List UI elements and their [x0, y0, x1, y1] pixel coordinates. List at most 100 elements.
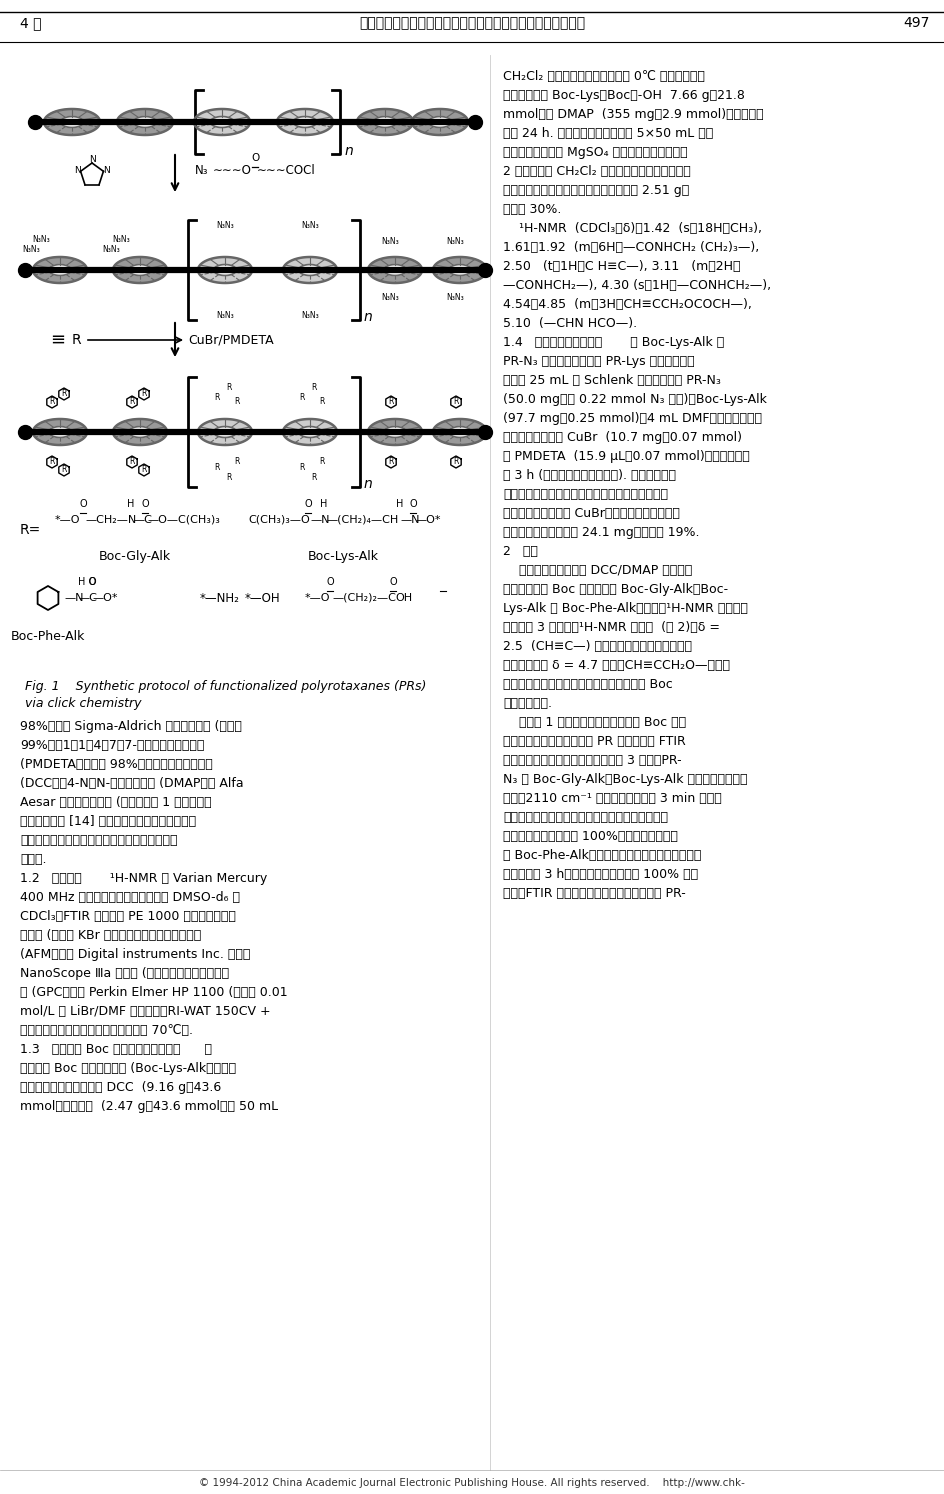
- Polygon shape: [298, 427, 321, 438]
- Text: 剂公司.: 剂公司.: [20, 853, 46, 867]
- Text: n: n: [363, 477, 372, 492]
- Text: C(CH₃)₃—O: C(CH₃)₃—O: [247, 515, 310, 524]
- Text: via click chemistry: via click chemistry: [25, 698, 142, 710]
- Text: 2 次，沉淀用 CH₂Cl₂ 溶解后过硅胶柱，收集淋洗: 2 次，沉淀用 CH₂Cl₂ 溶解后过硅胶柱，收集淋洗: [502, 164, 690, 178]
- Polygon shape: [277, 109, 332, 134]
- Text: 消失．考虑到叠氮峰在红外光谱上的高灵敏特征，: 消失．考虑到叠氮峰在红外光谱上的高灵敏特征，: [502, 811, 667, 825]
- Text: R: R: [453, 457, 458, 466]
- Text: O: O: [250, 152, 259, 163]
- Text: 氨基酸通过点击反应连接到 PR 链上．采用 FTIR: 氨基酸通过点击反应连接到 PR 链上．采用 FTIR: [502, 735, 685, 748]
- Text: n: n: [345, 143, 353, 158]
- Polygon shape: [60, 117, 84, 127]
- Text: 征．在这 3 种物质的¹H-NMR 谱图上  (图 2)，δ =: 征．在这 3 种物质的¹H-NMR 谱图上 (图 2)，δ =: [502, 622, 719, 633]
- Polygon shape: [213, 264, 236, 275]
- Text: N₃N₃: N₃N₃: [446, 293, 464, 302]
- Text: 1.61～1.92  (m，6H，—CONHCH₂ (CH₂)₃—),: 1.61～1.92 (m，6H，—CONHCH₂ (CH₂)₃—),: [502, 241, 758, 254]
- Text: 按照图 1 的设计路线，含有炔链的 Boc 保护: 按照图 1 的设计路线，含有炔链的 Boc 保护: [502, 716, 685, 729]
- Text: 的 Boc-Phe-Alk，体积位阻较大，因此即使将反应: 的 Boc-Phe-Alk，体积位阻较大，因此即使将反应: [502, 849, 700, 862]
- Text: R: R: [319, 457, 325, 466]
- Polygon shape: [383, 264, 406, 275]
- Text: 液，减压旋蒸除去溶剂后得到浅黄色产物 2.51 g，: 液，减压旋蒸除去溶剂后得到浅黄色产物 2.51 g，: [502, 184, 688, 197]
- Text: CDCl₃．FTIR 分析采用 PE 1000 傅立叶变换红外: CDCl₃．FTIR 分析采用 PE 1000 傅立叶变换红外: [20, 910, 236, 923]
- Text: 时间延长至 3 h，点击反应也很难达到 100% 的转: 时间延长至 3 h，点击反应也很难达到 100% 的转: [502, 868, 698, 881]
- Text: R: R: [388, 457, 394, 466]
- Polygon shape: [383, 427, 406, 438]
- Text: N: N: [74, 166, 80, 175]
- Polygon shape: [373, 117, 396, 127]
- Polygon shape: [33, 418, 87, 445]
- Text: O: O: [389, 577, 396, 587]
- Text: 497: 497: [902, 16, 929, 30]
- Text: H: H: [396, 499, 403, 509]
- Text: 99%）、1，1，4，7，7-五甲基二亚乙基三胺: 99%）、1，1，4，7，7-五甲基二亚乙基三胺: [20, 740, 204, 751]
- Text: (97.7 mg，0.25 mmol)、4 mL DMF，搅拌溶解．在: (97.7 mg，0.25 mmol)、4 mL DMF，搅拌溶解．在: [502, 412, 761, 424]
- Text: R: R: [226, 382, 231, 391]
- Text: N₃N₃: N₃N₃: [216, 311, 233, 320]
- Polygon shape: [198, 257, 252, 282]
- Text: *—O: *—O: [305, 593, 330, 604]
- Text: R: R: [129, 397, 135, 406]
- Text: 光谱仪 (涂膜或 KBr 压片）．原子力显微镜的表征: 光谱仪 (涂膜或 KBr 压片）．原子力显微镜的表征: [20, 929, 201, 943]
- Text: n: n: [363, 309, 372, 324]
- Polygon shape: [33, 257, 87, 282]
- Text: —O*: —O*: [414, 515, 440, 524]
- Polygon shape: [210, 117, 233, 127]
- Text: N₃N₃: N₃N₃: [32, 235, 50, 244]
- Text: Boc-Lys-Alk: Boc-Lys-Alk: [307, 550, 379, 563]
- Polygon shape: [48, 427, 71, 438]
- Text: ≡: ≡: [50, 332, 65, 350]
- Text: —CH₂—N: —CH₂—N: [85, 515, 136, 524]
- Text: 谱 (GPC）采用 Perkin Elmer HP 1100 (浓度为 0.01: 谱 (GPC）采用 Perkin Elmer HP 1100 (浓度为 0.01: [20, 986, 287, 999]
- Text: O: O: [326, 577, 333, 587]
- Polygon shape: [282, 418, 337, 445]
- Text: R: R: [299, 463, 304, 472]
- Text: 产率为 30%.: 产率为 30%.: [502, 203, 561, 217]
- Text: 2.5  (CH≡C—) 附近都能观察到明显的炔键的: 2.5 (CH≡C—) 附近都能观察到明显的炔键的: [502, 639, 691, 653]
- Text: ∼∼∼COCl: ∼∼∼COCl: [257, 163, 315, 176]
- Text: —(CH₂)₄—CH: —(CH₂)₄—CH: [326, 515, 397, 524]
- Text: R: R: [453, 397, 458, 406]
- Text: —C: —C: [133, 515, 152, 524]
- Text: R: R: [142, 390, 146, 399]
- Text: —C: —C: [78, 593, 97, 604]
- Text: 1.4   功能化聚轮烷的合成       以 Boc-Lys-Alk 与: 1.4 功能化聚轮烷的合成 以 Boc-Lys-Alk 与: [502, 336, 723, 350]
- Text: 为检测器，苯乙烯为标样，测试温度为 70℃）.: 为检测器，苯乙烯为标样，测试温度为 70℃）.: [20, 1023, 193, 1037]
- Polygon shape: [282, 257, 337, 282]
- Text: 4 期: 4 期: [20, 16, 42, 30]
- Polygon shape: [198, 418, 252, 445]
- Text: N₃: N₃: [194, 163, 209, 176]
- Text: 1.3   含炔键的 Boc 保护的氨基酸的合成      以: 1.3 含炔键的 Boc 保护的氨基酸的合成 以: [20, 1043, 211, 1056]
- Polygon shape: [367, 257, 422, 282]
- Text: O: O: [141, 499, 148, 509]
- Text: ∼∼∼O: ∼∼∼O: [212, 163, 252, 176]
- Text: —CONHCH₂—), 4.30 (s，1H，—CONHCH₂—),: —CONHCH₂—), 4.30 (s，1H，—CONHCH₂—),: [502, 279, 770, 291]
- Text: H: H: [127, 499, 135, 509]
- Text: R: R: [214, 463, 219, 472]
- Polygon shape: [293, 117, 316, 127]
- Text: 峰也很明显．这一结果表明炔键被引入到了 Boc: 峰也很明显．这一结果表明炔键被引入到了 Boc: [502, 678, 672, 692]
- Text: R: R: [61, 466, 67, 475]
- Text: Aesar 公司购买．炔酸 (分子式如图 1 所示）的合: Aesar 公司购买．炔酸 (分子式如图 1 所示）的合: [20, 796, 211, 808]
- Text: R: R: [299, 393, 304, 402]
- Text: 制备了含炔键 Boc 保护氨基酸 Boc-Gly-Alk、Boc-: 制备了含炔键 Boc 保护氨基酸 Boc-Gly-Alk、Boc-: [502, 583, 728, 596]
- Text: H: H: [320, 499, 328, 509]
- Text: 应 3 h (按给定的时间取样分析). 产物在乙醚中: 应 3 h (按给定的时间取样分析). 产物在乙醚中: [502, 469, 675, 483]
- Text: N₃N₃: N₃N₃: [301, 221, 318, 230]
- Text: R: R: [214, 393, 219, 402]
- Text: —N: —N: [399, 515, 419, 524]
- Text: O: O: [79, 499, 87, 509]
- Text: 和 PMDETA  (15.9 μL，0.07 mmol)，在室温下反: 和 PMDETA (15.9 μL，0.07 mmol)，在室温下反: [502, 450, 749, 463]
- Text: N₃N₃: N₃N₃: [301, 311, 318, 320]
- Text: (50.0 mg，约 0.22 mmol N₃ 基团)、Boc-Lys-Alk: (50.0 mg，约 0.22 mmol N₃ 基团)、Boc-Lys-Alk: [502, 393, 767, 406]
- Text: —N: —N: [310, 515, 329, 524]
- Text: (PMDETA，纯度为 98%）、二环己基碳酰亚胺: (PMDETA，纯度为 98%）、二环己基碳酰亚胺: [20, 757, 212, 771]
- Text: R: R: [72, 333, 81, 347]
- Text: R: R: [61, 390, 67, 399]
- Text: CH₂Cl₂ 混合，搅拌溶解后冷却至 0℃ 左右．在氮气: CH₂Cl₂ 混合，搅拌溶解后冷却至 0℃ 左右．在氮气: [502, 70, 704, 84]
- Text: H O: H O: [78, 577, 96, 587]
- Polygon shape: [44, 109, 100, 134]
- Text: 化率，FTIR 谱图上仍有少量叠氮峰残留．在 PR-: 化率，FTIR 谱图上仍有少量叠氮峰残留．在 PR-: [502, 887, 685, 899]
- Text: 下．在 25 mL 的 Schlenk 反应瓶中加入 PR-N₃: 下．在 25 mL 的 Schlenk 反应瓶中加入 PR-N₃: [502, 374, 720, 387]
- Text: 吴佳燕等：点击化学法快速合成氨基酸功能化的环糊精聚轮烷: 吴佳燕等：点击化学法快速合成氨基酸功能化的环糊精聚轮烷: [359, 16, 584, 30]
- Text: mmol）、丙炔醇  (2.47 g，43.6 mmol）与 50 mL: mmol）、丙炔醇 (2.47 g，43.6 mmol）与 50 mL: [20, 1100, 278, 1113]
